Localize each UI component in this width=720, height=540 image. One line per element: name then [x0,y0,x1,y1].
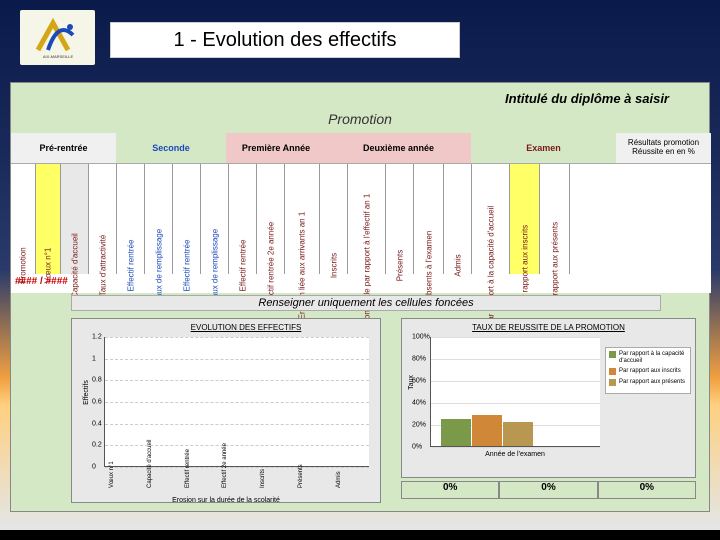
vcolumn: Taux d'attractivité [89,164,117,274]
intitule-label: Intitulé du diplôme à saisir [505,91,669,106]
header-examen: Examen [471,133,616,163]
vcolumn: Capacité d'accueil [61,164,89,274]
footer-bar [0,530,720,540]
header-seconde: Seconde [116,133,226,163]
instruction-banner: Renseigner uniquement les cellules foncé… [71,295,661,311]
vcolumn: Effectif rentrée [229,164,257,274]
table-header-row: Pré-rentrée Seconde Première Année Deuxi… [11,133,711,163]
vcolumn: par rapport aux présents [540,164,570,274]
chart1-plot [104,337,369,467]
vcolumn: Inscrits [320,164,348,274]
vcolumn: Erosion totale par rapport à l'effectif … [348,164,386,274]
svg-text:AIX-MARSEILLE: AIX-MARSEILLE [42,54,73,59]
vcolumn: Admis [444,164,472,274]
chart2-plot [430,337,600,447]
chart-evolution-effectifs: EVOLUTION DES EFFECTIFS Effectifs 00.20.… [71,318,381,503]
chart2-legend: Par rapport à la capacité d'accueilPar r… [605,347,691,394]
vcolumn: Promotion [11,164,36,274]
pct-cell: 0% [598,481,696,499]
vertical-columns: PromotionVœux n°1Capacité d'accueilTaux … [11,164,711,274]
vcolumn: Effectif rentrée [117,164,145,274]
table-area: PromotionVœux n°1Capacité d'accueilTaux … [11,163,711,293]
promotion-label: Promotion [11,111,709,127]
pct-cell: 0% [499,481,597,499]
pct-cell: 0% [401,481,499,499]
header-deuxieme: Deuxième année [326,133,471,163]
header-premiere: Première Année [226,133,326,163]
vcolumn: Absents à l'examen [414,164,444,274]
chart1-ylabel: Effectifs [83,380,90,405]
vcolumn: Erosion liée aux arrivants an 1 [285,164,320,274]
vcolumn: Présents [386,164,414,274]
hash-placeholder: #### / #### [15,276,68,287]
vcolumn: Vœux n°1 [36,164,61,274]
vcolumn: Effectif rentrée 2e année [257,164,285,274]
percent-row: 0% 0% 0% [401,481,696,499]
main-panel: Intitulé du diplôme à saisir Promotion P… [10,82,710,512]
vcolumn: par rapport à la capacité d'accueil [472,164,510,274]
vcolumn: Taux de remplissage [201,164,229,274]
chart-taux-reussite: TAUX DE REUSSITE DE LA PROMOTION Taux 0%… [401,318,696,478]
logo: AIX-MARSEILLE [20,10,95,65]
header-pre-rentree: Pré-rentrée [11,133,116,163]
vcolumn: Effectif rentrée [173,164,201,274]
chart1-title: EVOLUTION DES EFFECTIFS [112,319,380,334]
chart1-xlabels: Vœux n°1Capacité d'accueilEffectif rentr… [104,469,369,497]
chart2-title: TAUX DE REUSSITE DE LA PROMOTION [402,319,695,334]
chart2-xaxis-label: Année de l'examen [430,451,600,458]
page-title: 1 - Evolution des effectifs [110,22,460,58]
vcolumn: Taux de remplissage [145,164,173,274]
header-resultats: Résultats promotion Réussite en en % [616,133,711,163]
chart1-xaxis-label: Erosion sur la durée de la scolarité [72,497,380,504]
vcolumn: par rapport aux inscrits [510,164,540,274]
